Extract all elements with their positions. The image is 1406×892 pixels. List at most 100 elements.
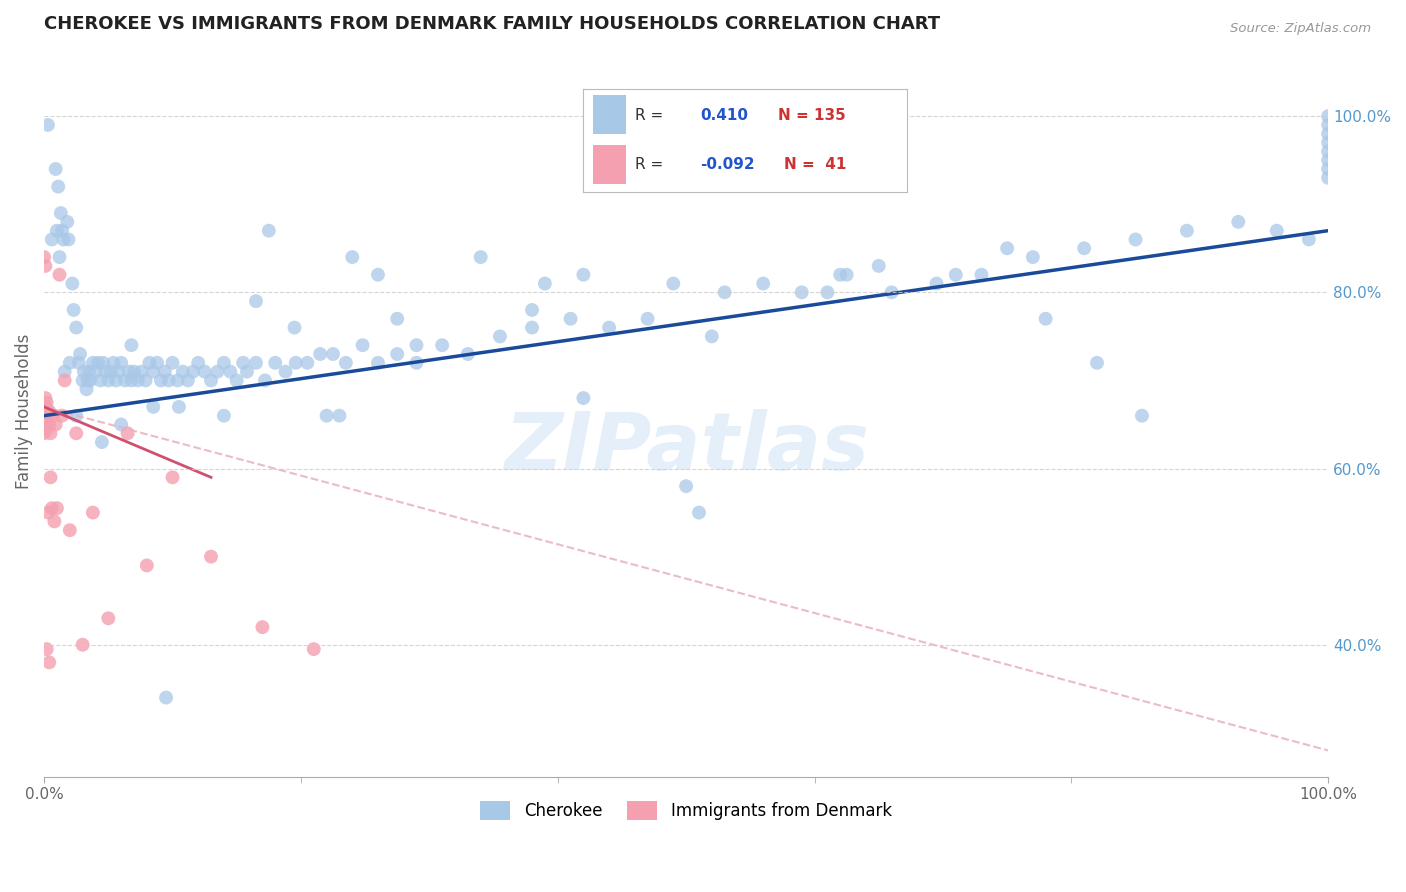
Point — [598, 320, 620, 334]
Point — [76, 373, 98, 387]
Point — [35, 404, 58, 418]
Point — [34, 259, 56, 273]
Point — [37, 409, 59, 423]
Point — [430, 338, 453, 352]
Point — [91, 356, 114, 370]
Point — [48, 250, 70, 264]
Point — [69, 347, 91, 361]
Point — [58, 232, 80, 246]
Point — [41, 232, 63, 246]
Point — [1317, 118, 1340, 132]
Point — [60, 277, 83, 291]
Point — [46, 224, 69, 238]
Point — [65, 426, 87, 441]
Text: N = 135: N = 135 — [778, 108, 845, 123]
Point — [94, 365, 117, 379]
Text: ZIPatlas: ZIPatlas — [503, 409, 869, 487]
Point — [181, 365, 204, 379]
Point — [90, 435, 112, 450]
Point — [67, 356, 90, 370]
Point — [925, 277, 948, 291]
Bar — [593, 145, 626, 184]
Point — [534, 277, 557, 291]
Point — [97, 373, 120, 387]
Point — [82, 506, 104, 520]
Point — [110, 417, 132, 432]
Text: Source: ZipAtlas.com: Source: ZipAtlas.com — [1230, 22, 1371, 36]
Point — [100, 365, 122, 379]
Point — [110, 356, 132, 370]
Point — [1317, 145, 1340, 159]
Point — [1022, 250, 1045, 264]
Point — [212, 409, 235, 423]
Point — [76, 382, 98, 396]
Point — [187, 356, 209, 370]
Point — [219, 365, 242, 379]
Point — [122, 365, 145, 379]
Point — [790, 285, 813, 300]
Point — [41, 501, 63, 516]
Point — [114, 373, 136, 387]
Point — [162, 470, 184, 484]
Point — [342, 250, 364, 264]
Point — [245, 294, 267, 309]
Point — [945, 268, 967, 282]
Point — [46, 179, 69, 194]
Point — [87, 356, 110, 370]
Text: R =: R = — [636, 157, 664, 171]
Point — [815, 285, 838, 300]
Point — [200, 549, 222, 564]
Point — [131, 365, 153, 379]
Point — [34, 417, 56, 432]
Point — [367, 268, 389, 282]
Point — [232, 356, 254, 370]
Point — [32, 417, 55, 432]
Point — [225, 373, 247, 387]
Point — [72, 373, 94, 387]
Point — [135, 558, 157, 573]
Point — [212, 356, 235, 370]
Point — [39, 470, 62, 484]
Point — [752, 277, 775, 291]
Point — [65, 320, 87, 334]
Point — [245, 356, 267, 370]
Point — [73, 365, 96, 379]
Legend: Cherokee, Immigrants from Denmark: Cherokee, Immigrants from Denmark — [474, 795, 898, 827]
Point — [367, 356, 389, 370]
Point — [177, 373, 200, 387]
Point — [42, 409, 65, 423]
Point — [284, 356, 307, 370]
Point — [335, 356, 357, 370]
Point — [470, 250, 492, 264]
Point — [38, 656, 60, 670]
Point — [713, 285, 735, 300]
Point — [105, 373, 128, 387]
Point — [252, 620, 274, 634]
Point — [194, 365, 217, 379]
Point — [264, 356, 287, 370]
Point — [149, 373, 172, 387]
Point — [352, 338, 374, 352]
Point — [35, 395, 58, 409]
Point — [172, 365, 194, 379]
Point — [868, 259, 890, 273]
Bar — [593, 95, 626, 135]
Point — [51, 409, 73, 423]
Point — [127, 373, 149, 387]
Point — [405, 338, 427, 352]
Point — [1317, 127, 1340, 141]
Point — [1175, 224, 1198, 238]
Point — [1085, 356, 1108, 370]
Point — [489, 329, 512, 343]
Point — [253, 373, 276, 387]
Point — [315, 409, 337, 423]
Point — [51, 224, 73, 238]
Point — [328, 409, 350, 423]
Point — [387, 347, 409, 361]
Text: N =  41: N = 41 — [785, 157, 846, 171]
Point — [39, 426, 62, 441]
Point — [72, 638, 94, 652]
Point — [970, 268, 993, 282]
Point — [32, 250, 55, 264]
Point — [387, 311, 409, 326]
